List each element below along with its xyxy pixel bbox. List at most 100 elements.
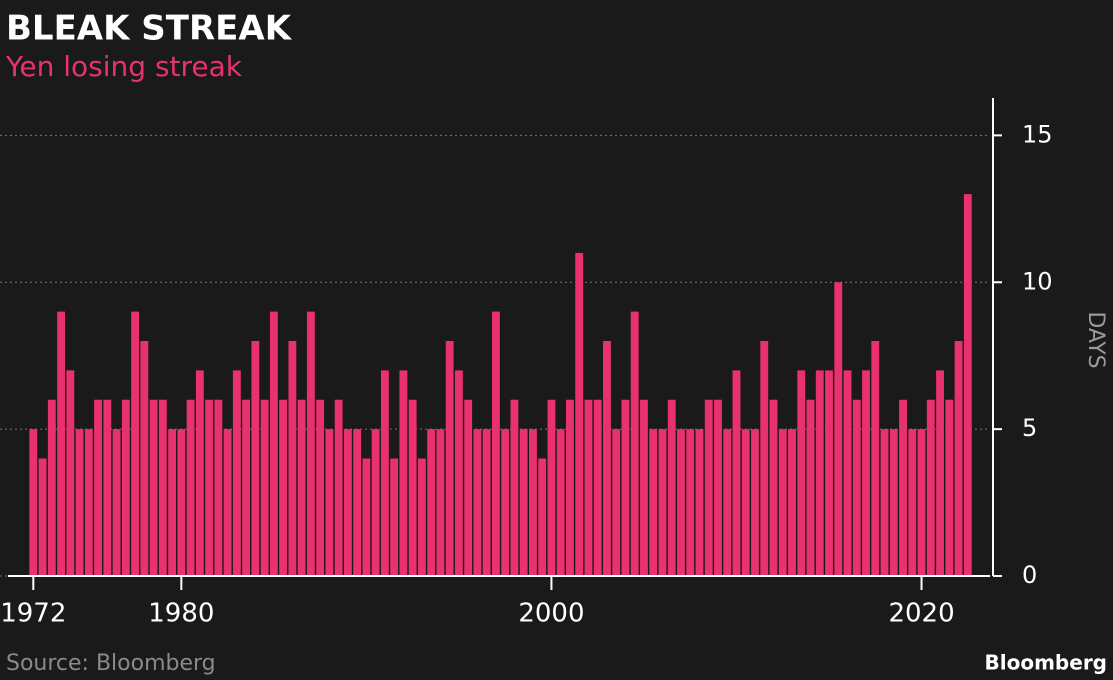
bar <box>732 370 741 576</box>
bar <box>603 341 611 576</box>
bar <box>825 370 833 576</box>
bar <box>325 429 334 576</box>
bar <box>501 429 510 576</box>
bar <box>649 429 658 576</box>
y-tick-label: 15 <box>1022 120 1053 148</box>
chart-title: BLEAK STREAK <box>6 9 293 49</box>
bar <box>242 399 251 576</box>
bar <box>714 399 722 576</box>
bar <box>788 429 796 576</box>
bar <box>908 429 917 576</box>
bar <box>686 429 695 576</box>
bar <box>158 399 167 576</box>
bar <box>427 429 436 576</box>
bar <box>269 311 278 576</box>
bar <box>575 252 584 576</box>
bar <box>140 341 149 576</box>
bar <box>612 429 621 576</box>
bar <box>519 429 528 576</box>
bar <box>852 399 861 576</box>
bar <box>667 399 676 576</box>
bar <box>112 429 121 576</box>
bar <box>769 399 778 576</box>
bar <box>529 429 537 576</box>
bar <box>936 370 944 576</box>
bar <box>223 429 232 576</box>
bar <box>399 370 408 576</box>
bar <box>963 194 972 576</box>
bar <box>288 341 297 576</box>
bar <box>29 429 38 576</box>
bar <box>131 311 140 576</box>
bar <box>380 370 389 576</box>
chart-subtitle: Yen losing streak <box>5 50 243 83</box>
bar <box>640 399 648 576</box>
bar <box>482 429 491 576</box>
bar <box>47 399 56 576</box>
bar <box>751 429 759 576</box>
bar <box>871 341 880 576</box>
bar <box>343 429 352 576</box>
x-tick-label: 2000 <box>518 599 584 629</box>
bar <box>491 311 500 576</box>
bar <box>214 399 223 576</box>
bar <box>445 341 454 576</box>
bar <box>436 429 445 576</box>
bar <box>362 458 371 576</box>
bar <box>473 429 482 576</box>
bar <box>353 429 362 576</box>
bar <box>57 311 65 576</box>
bar <box>899 399 907 576</box>
bar <box>390 458 399 576</box>
bar <box>954 341 963 576</box>
bar <box>232 370 241 576</box>
bar <box>621 399 630 576</box>
bar <box>279 399 288 576</box>
bar <box>186 399 195 576</box>
bar <box>806 399 815 576</box>
bar <box>593 399 602 576</box>
bar <box>260 399 269 576</box>
bar <box>94 399 103 576</box>
bar <box>205 399 214 576</box>
bar <box>926 399 935 576</box>
bar <box>306 311 315 576</box>
bar <box>843 370 852 576</box>
bar <box>168 429 177 576</box>
bar <box>889 429 898 576</box>
bar <box>334 399 343 576</box>
bar <box>75 429 84 576</box>
y-tick-label: 0 <box>1022 561 1037 589</box>
bar <box>584 399 593 576</box>
bar <box>723 429 732 576</box>
bar <box>464 399 473 576</box>
bar <box>797 370 806 576</box>
bar <box>121 399 130 576</box>
bar <box>103 399 112 576</box>
bar <box>177 429 186 576</box>
bar <box>704 399 713 576</box>
bar <box>417 458 426 576</box>
x-tick-label: 1972 <box>0 599 66 629</box>
bar <box>371 429 380 576</box>
y-tick-label: 5 <box>1022 414 1037 442</box>
bar <box>630 311 639 576</box>
bar <box>815 370 824 576</box>
bar <box>547 399 556 576</box>
bar <box>195 370 204 576</box>
bar <box>454 370 463 576</box>
bar <box>862 370 870 576</box>
y-axis-label: DAYS <box>1083 311 1108 368</box>
bar <box>677 429 685 576</box>
bar <box>149 399 158 576</box>
bar <box>741 429 750 576</box>
bar <box>556 429 565 576</box>
source: Source: Bloomberg <box>6 651 216 676</box>
bar <box>510 399 519 576</box>
brand: Bloomberg <box>985 651 1107 675</box>
bar <box>297 399 306 576</box>
bar <box>695 429 704 576</box>
bar <box>945 399 954 576</box>
bar <box>66 370 75 576</box>
